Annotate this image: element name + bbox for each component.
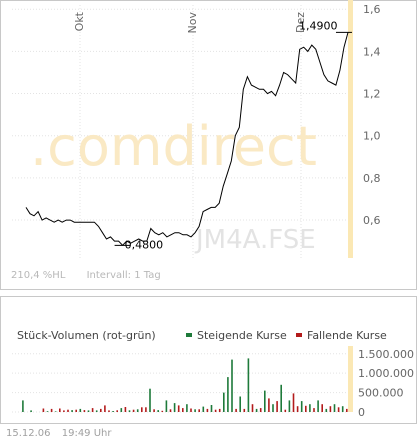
volume-title: Stück-Volumen (rot-grün) [17, 329, 156, 342]
footer-timestamp: 15.12.06 19:49 Uhr [6, 428, 119, 439]
price-y-tick: 1,4 [363, 45, 381, 58]
price-y-tick: 1,2 [363, 88, 381, 101]
annotation-label: 0,4800 [125, 238, 164, 251]
chart-info: 210,4 %HL Intervall: 1 Tag [11, 270, 179, 281]
interval-label: Intervall: 1 Tag [86, 270, 161, 281]
price-x-tick-labels: Okt Nov Dez [73, 11, 307, 33]
price-x-tick: Dez [294, 12, 307, 33]
price-grid [12, 5, 348, 258]
price-series-line [25, 32, 349, 247]
price-x-tick: Nov [186, 12, 199, 34]
price-y-tick: 1,0 [363, 130, 381, 143]
legend-falling: Fallende Kurse [296, 329, 387, 342]
price-y-tick-labels: 0,6 0,8 1,0 1,2 1,4 1,6 [363, 3, 381, 227]
volume-chart-panel [0, 296, 417, 424]
legend-rising-label: Steigende Kurse [197, 329, 287, 342]
price-y-tick: 1,6 [363, 3, 381, 16]
watermark-logo: .comdirect [30, 115, 317, 178]
watermark-symbol: JM4A.FSE [194, 225, 316, 255]
price-annotations: 0,4800 1,4900 [114, 19, 352, 251]
price-x-tick: Okt [73, 11, 86, 31]
footer-date: 15.12.06 [6, 428, 51, 439]
annotation-label: 1,4900 [299, 19, 338, 32]
legend-falling-label: Fallende Kurse [307, 329, 387, 342]
legend-rising: Steigende Kurse [186, 329, 287, 342]
price-y-tick: 0,8 [363, 172, 381, 185]
footer-time: 19:49 Uhr [61, 428, 112, 439]
legend-rising-swatch [186, 333, 192, 337]
price-chart: .comdirect JM4A.FSE Okt Nov Dez 0,6 0,8 1,0 1… [12, 0, 381, 258]
price-chart-panel [0, 0, 417, 290]
price-y-tick: 0,6 [363, 214, 381, 227]
performance-label: 210,4 %HL [11, 270, 66, 281]
legend-falling-swatch [296, 333, 302, 337]
watermark-logo-part: .com [30, 115, 163, 178]
price-axis-band [348, 0, 353, 258]
